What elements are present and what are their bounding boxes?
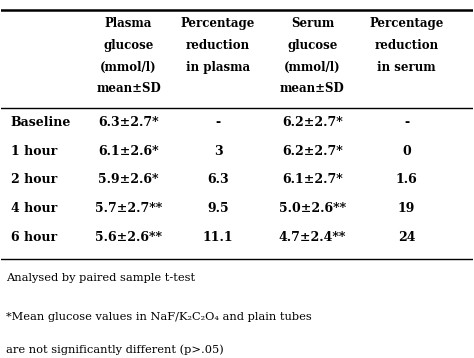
Text: Percentage: Percentage — [181, 17, 255, 30]
Text: 5.6±2.6**: 5.6±2.6** — [95, 231, 162, 244]
Text: 1.6: 1.6 — [396, 173, 418, 187]
Text: 4.7±2.4**: 4.7±2.4** — [279, 231, 346, 244]
Text: in serum: in serum — [377, 61, 436, 74]
Text: *Mean glucose values in NaF/K₂C₂O₄ and plain tubes: *Mean glucose values in NaF/K₂C₂O₄ and p… — [6, 312, 312, 322]
Text: 6.2±2.7*: 6.2±2.7* — [282, 116, 343, 129]
Text: 3: 3 — [214, 145, 222, 158]
Text: 24: 24 — [398, 231, 415, 244]
Text: (mmol/l): (mmol/l) — [284, 61, 341, 74]
Text: -: - — [404, 116, 409, 129]
Text: Analysed by paired sample t-test: Analysed by paired sample t-test — [6, 273, 195, 283]
Text: 5.0±2.6**: 5.0±2.6** — [279, 202, 346, 215]
Text: 5.9±2.6*: 5.9±2.6* — [99, 173, 159, 187]
Text: mean±SD: mean±SD — [96, 82, 161, 95]
Text: in plasma: in plasma — [186, 61, 250, 74]
Text: 6.1±2.6*: 6.1±2.6* — [98, 145, 159, 158]
Text: 9.5: 9.5 — [207, 202, 229, 215]
Text: 1 hour: 1 hour — [11, 145, 57, 158]
Text: 19: 19 — [398, 202, 415, 215]
Text: (mmol/l): (mmol/l) — [100, 61, 157, 74]
Text: 0: 0 — [402, 145, 411, 158]
Text: Serum: Serum — [291, 17, 334, 30]
Text: -: - — [216, 116, 221, 129]
Text: Baseline: Baseline — [11, 116, 71, 129]
Text: reduction: reduction — [186, 39, 250, 52]
Text: 4 hour: 4 hour — [11, 202, 57, 215]
Text: glucose: glucose — [103, 39, 154, 52]
Text: glucose: glucose — [287, 39, 337, 52]
Text: 6 hour: 6 hour — [11, 231, 57, 244]
Text: reduction: reduction — [374, 39, 439, 52]
Text: 2 hour: 2 hour — [11, 173, 57, 187]
Text: 6.1±2.7*: 6.1±2.7* — [282, 173, 343, 187]
Text: mean±SD: mean±SD — [280, 82, 345, 95]
Text: 5.7±2.7**: 5.7±2.7** — [95, 202, 162, 215]
Text: 6.2±2.7*: 6.2±2.7* — [282, 145, 343, 158]
Text: Percentage: Percentage — [369, 17, 444, 30]
Text: 11.1: 11.1 — [203, 231, 234, 244]
Text: 6.3: 6.3 — [207, 173, 229, 187]
Text: 6.3±2.7*: 6.3±2.7* — [98, 116, 159, 129]
Text: Plasma: Plasma — [105, 17, 152, 30]
Text: are not significantly different (p>.05): are not significantly different (p>.05) — [6, 344, 224, 355]
